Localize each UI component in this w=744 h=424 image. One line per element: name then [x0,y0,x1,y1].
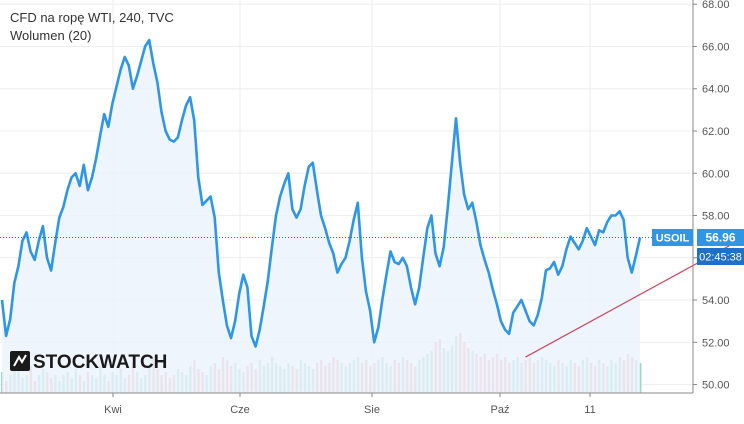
volume-bar [639,363,642,393]
price-tag-value-bg [697,228,744,246]
price-tag-value: 56.96 [705,230,735,244]
stockwatch-logo: STOCKWATCH [10,351,167,373]
y-tick-label: 62.00 [702,126,730,138]
y-tick-label: 58.00 [702,211,730,223]
volume-legend[interactable]: Wolumen (20) [10,28,91,43]
y-tick-label: 60.00 [702,168,730,180]
trend-line[interactable] [525,244,731,358]
symbol-legend[interactable]: CFD na ropę WTI, 240, TVC [10,10,174,25]
logo-square-icon [10,351,30,371]
price-line[interactable] [0,38,642,348]
x-tick-label: Cze [230,404,250,416]
logo-chart-icon [13,354,27,367]
countdown-bg [697,247,744,265]
x-tick-label: 11 [584,404,595,416]
countdown-timer: 02:45:38 [699,251,742,263]
y-tick-label: 64.00 [702,84,730,96]
y-tick-label: 50.00 [702,380,730,392]
price-tag-symbol-bg [652,228,693,246]
price-axis[interactable]: 50.0052.0054.0056.0058.0060.0062.0064.00… [693,0,730,392]
y-tick-label: 54.00 [702,295,730,307]
price-tag[interactable]: USOIL 56.96 02:45:38 [652,228,744,265]
x-tick-label: Sie [364,404,380,416]
x-tick-label: Paź [491,404,510,416]
price-tag-symbol: USOIL [656,232,690,244]
y-tick-label: 66.00 [702,41,730,53]
time-axis[interactable]: Kwi Cze Sie Paź 11 [104,393,596,416]
y-tick-label: 52.00 [702,337,730,349]
watermark-text: STOCKWATCH [33,352,167,373]
x-tick-label: Kwi [104,404,122,416]
y-tick-label: 68.00 [702,0,730,11]
